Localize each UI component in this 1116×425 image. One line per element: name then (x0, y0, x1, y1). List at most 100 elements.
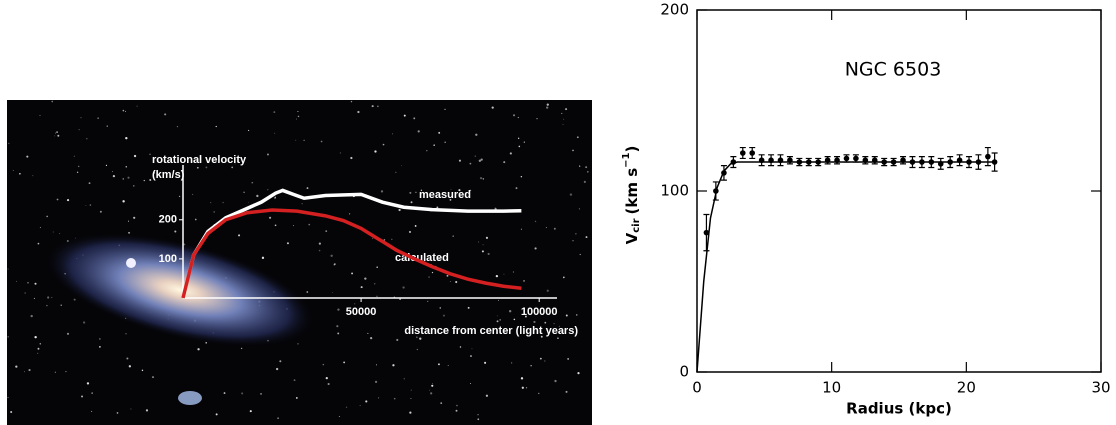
x-tick-label: 0 (692, 379, 702, 397)
star (579, 253, 581, 256)
star (39, 227, 41, 228)
star (455, 281, 458, 284)
star (572, 239, 574, 242)
star (544, 321, 547, 324)
star (301, 203, 303, 205)
y-axis-label-part: (km s (623, 168, 641, 215)
star (240, 347, 243, 350)
data-point (956, 157, 963, 164)
star (491, 106, 494, 109)
star (428, 276, 430, 278)
star (77, 165, 80, 168)
star (409, 411, 412, 414)
star (106, 125, 108, 127)
star (66, 199, 70, 202)
star (34, 335, 37, 339)
star (350, 156, 353, 160)
star (55, 132, 57, 134)
star (80, 117, 82, 119)
star (376, 266, 378, 269)
star (437, 363, 440, 366)
star (149, 153, 151, 155)
star (534, 220, 537, 223)
star (351, 272, 354, 275)
star (396, 338, 399, 342)
star (141, 369, 144, 372)
data-point (768, 157, 774, 164)
satellite-galaxy (126, 258, 136, 268)
star (126, 357, 129, 360)
star (215, 125, 217, 128)
star (509, 152, 512, 155)
star (446, 274, 449, 277)
star (427, 300, 429, 303)
star (303, 139, 305, 141)
star (122, 178, 125, 180)
star (223, 392, 226, 394)
star (409, 191, 412, 194)
star (332, 291, 334, 293)
star (122, 200, 125, 203)
star (496, 320, 499, 323)
star (162, 172, 164, 174)
stars (7, 100, 589, 421)
star (398, 208, 401, 212)
star (277, 417, 279, 419)
star (520, 228, 523, 230)
star (583, 180, 586, 183)
star (73, 155, 75, 157)
star (34, 282, 37, 285)
star (210, 202, 212, 204)
star (295, 118, 297, 120)
star (546, 106, 549, 109)
star (444, 108, 446, 111)
star (575, 233, 577, 235)
star (557, 337, 559, 340)
y-tick-label: 100 (660, 182, 689, 200)
x-tick-label: 50000 (346, 306, 377, 318)
star (52, 231, 54, 233)
star (51, 100, 54, 103)
star (433, 144, 435, 146)
data-point (900, 157, 906, 164)
star (59, 233, 61, 235)
star (376, 295, 378, 297)
star (485, 236, 489, 239)
star (269, 216, 272, 219)
data-point (928, 159, 935, 165)
star (66, 332, 70, 335)
star (413, 117, 416, 120)
star (292, 225, 294, 227)
star (470, 355, 472, 358)
star (410, 201, 413, 204)
star (410, 389, 412, 391)
star (449, 198, 452, 201)
star (415, 191, 417, 194)
x-tick-label: 30 (1091, 379, 1110, 397)
star (577, 372, 580, 375)
star (431, 384, 434, 387)
star (392, 364, 395, 367)
star (360, 286, 363, 289)
star (234, 163, 236, 165)
star (73, 298, 76, 301)
star (471, 348, 473, 350)
star (348, 213, 351, 215)
star (143, 179, 145, 182)
star (57, 134, 60, 137)
star (10, 411, 13, 414)
star (37, 242, 40, 245)
data-point (834, 157, 840, 164)
star (82, 321, 86, 324)
star (521, 386, 524, 389)
star (99, 338, 101, 340)
data-point (758, 157, 765, 164)
data-point (843, 155, 850, 162)
star (267, 153, 269, 156)
star (478, 159, 482, 162)
star (572, 149, 574, 152)
star (16, 280, 17, 282)
star (337, 332, 340, 335)
x-axis-label: distance from center (light years) (404, 325, 578, 337)
star (520, 377, 524, 380)
